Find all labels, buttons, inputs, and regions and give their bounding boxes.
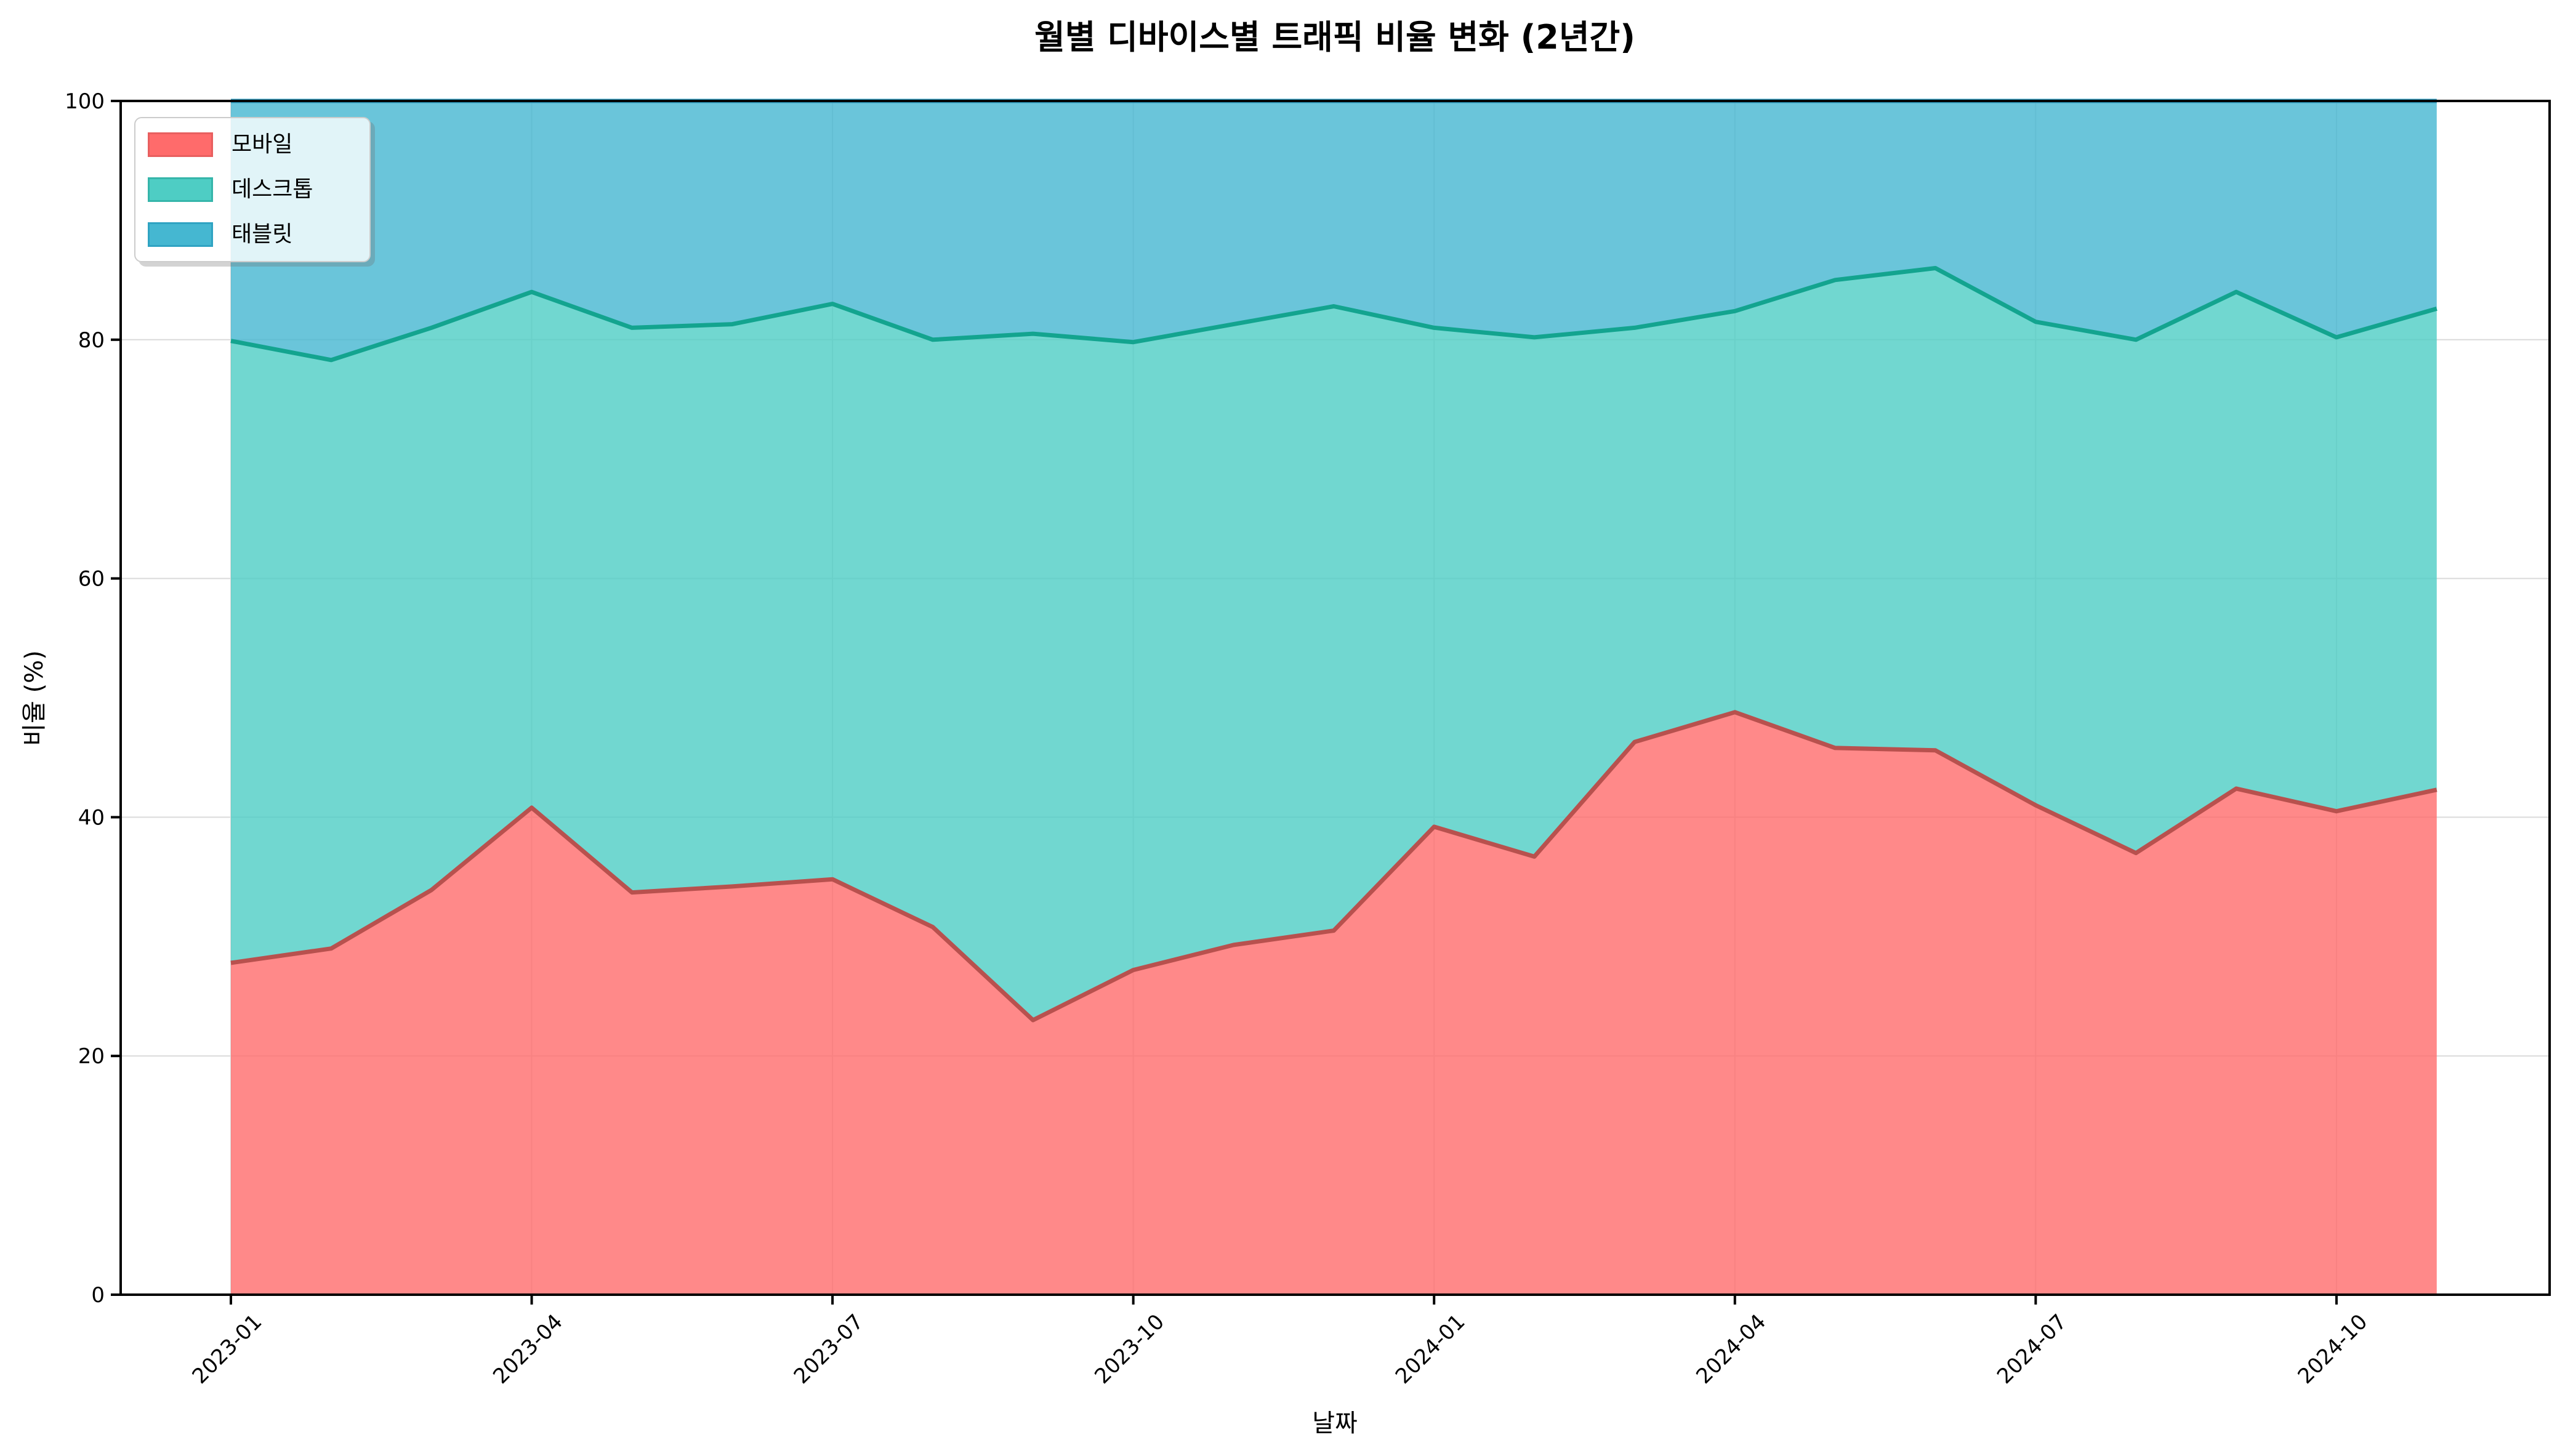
legend-item-desktop: 데스크톱 — [135, 177, 369, 202]
legend-item-mobile: 모바일 — [135, 132, 369, 157]
x-axis-label: 날짜 — [1312, 1409, 1358, 1438]
chart-title: 월별 디바이스별 트래픽 비율 변화 (2년간) — [1034, 18, 1635, 57]
legend-label-tablet: 태블릿 — [232, 222, 293, 247]
x-tick-label-2023-01: 2023-01 — [188, 1309, 267, 1389]
legend: 모바일 데스크톱 태블릿 — [134, 117, 371, 262]
x-tick-label-2024-07: 2024-07 — [1992, 1309, 2072, 1389]
y-tick-label-40: 40 — [78, 805, 105, 830]
y-tick-label-60: 60 — [78, 567, 105, 592]
area-tablet — [231, 101, 2437, 360]
boundary-line-mobile — [230, 710, 2438, 1023]
y-tick-label-20: 20 — [78, 1044, 105, 1069]
legend-swatch-tablet — [148, 222, 213, 247]
legend-swatch-desktop — [148, 177, 213, 202]
x-tick-label-2024-01: 2024-01 — [1391, 1309, 1470, 1389]
x-tick-label-2023-04: 2023-04 — [488, 1309, 568, 1389]
y-tick-label-80: 80 — [78, 328, 105, 353]
legend-label-desktop: 데스크톱 — [232, 176, 313, 202]
x-tick-label-2023-07: 2023-07 — [789, 1309, 869, 1389]
legend-swatch-mobile — [148, 132, 213, 157]
y-tick-label-0: 0 — [91, 1283, 105, 1308]
x-tick-label-2024-10: 2024-10 — [2293, 1309, 2372, 1389]
area-desktop — [231, 268, 2437, 1020]
y-tick-label-100: 100 — [65, 89, 105, 114]
area-mobile — [231, 712, 2437, 1295]
axes-spines — [119, 100, 2551, 1296]
legend-label-mobile: 모바일 — [232, 131, 293, 157]
boundary-line-desktop — [230, 266, 2438, 363]
y-axis-label: 비율 (%) — [20, 650, 49, 746]
legend-item-tablet: 태블릿 — [135, 222, 369, 247]
x-tick-label-2024-04: 2024-04 — [1691, 1309, 1771, 1389]
x-tick-label-2023-10: 2023-10 — [1090, 1309, 1169, 1389]
